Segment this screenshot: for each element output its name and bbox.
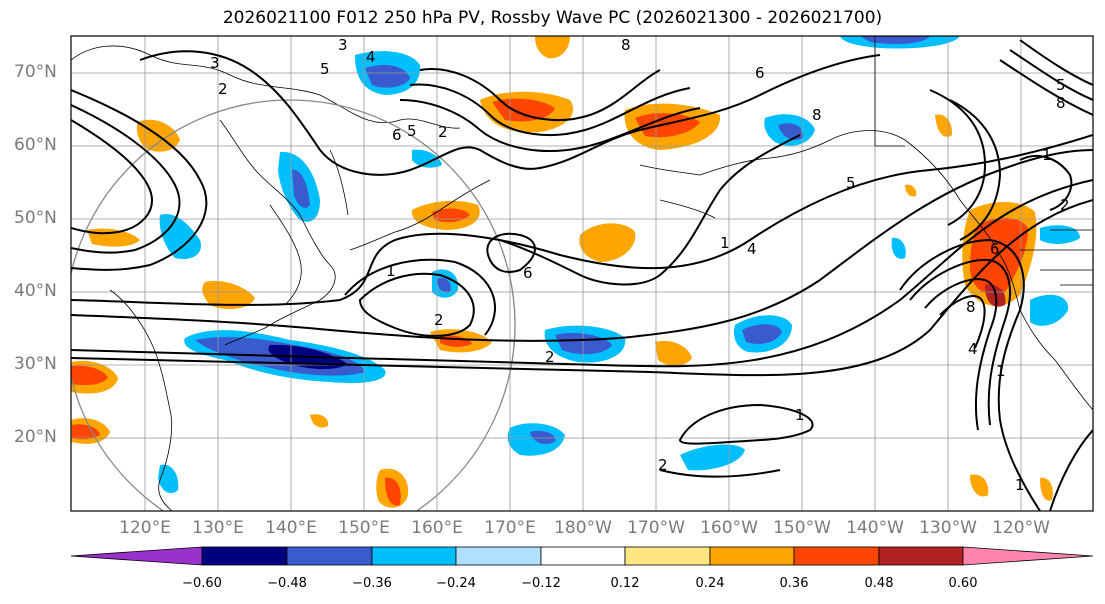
colorbar-tick: 0.48 [864, 576, 894, 591]
contour-label: 5 [320, 60, 330, 78]
contour-label: 1 [720, 234, 730, 252]
contour-label: 3 [210, 54, 220, 72]
lon-label: 120°E [119, 518, 171, 538]
contour-label: 2 [1060, 196, 1070, 214]
contour-label: 6 [990, 240, 1000, 258]
colorbar-bin [624, 546, 711, 566]
lon-label: 170°W [627, 518, 685, 538]
contour-label: 4 [747, 240, 757, 258]
lon-label: 130°E [192, 518, 244, 538]
colorbar-tick: −0.12 [521, 576, 561, 591]
colorbar-tick: −0.24 [436, 576, 476, 591]
pv-contours [71, 39, 1093, 511]
colorbar-tick: 0.36 [779, 576, 809, 591]
lon-label: 150°E [338, 518, 390, 538]
contour-label: 6 [755, 64, 765, 82]
contour-label: 5 [407, 122, 417, 140]
coastlines [71, 36, 1093, 511]
anomaly-fills [71, 36, 1080, 508]
map-frame [70, 35, 1094, 512]
colorbar-bin [371, 546, 457, 566]
contour-label: 4 [968, 340, 978, 358]
contour-label: 8 [966, 298, 976, 316]
contour-label: 2 [545, 348, 555, 366]
contour-label: 5 [846, 174, 856, 192]
lat-label: 60°N [14, 135, 57, 155]
contour-label: 1 [386, 262, 396, 280]
colorbar-tick: −0.36 [352, 576, 392, 591]
contour-label: 6 [523, 264, 533, 282]
contour-label: 1 [1042, 146, 1052, 164]
colorbar-tick: 0.24 [695, 576, 725, 591]
lat-label: 40°N [14, 281, 57, 301]
lon-label: 120°W [992, 518, 1050, 538]
lat-label: 70°N [14, 62, 57, 82]
colorbar-bin [793, 546, 880, 566]
lon-label: 140°E [265, 518, 317, 538]
colorbar-tick: 0.12 [610, 576, 640, 591]
contour-label: 2 [438, 123, 448, 141]
contour-label: 1 [795, 406, 805, 424]
lon-label: 140°W [846, 518, 904, 538]
lat-label: 20°N [14, 427, 57, 447]
colorbar-extend-low [70, 546, 203, 566]
colorbar-bin [201, 546, 288, 566]
contour-label: 1 [1015, 476, 1025, 494]
colorbar-tick: 0.60 [948, 576, 978, 591]
lon-label: 150°W [773, 518, 831, 538]
colorbar-extend-high [962, 546, 1094, 566]
lon-label: 160°E [411, 518, 463, 538]
contour-label: 1 [996, 362, 1006, 380]
contour-label: 2 [658, 456, 668, 474]
colorbar-bin [540, 546, 626, 566]
lon-label: 160°W [700, 518, 758, 538]
contour-label: 8 [1056, 94, 1066, 112]
contour-label: 2 [218, 80, 228, 98]
lon-label: 180°W [554, 518, 612, 538]
lon-label: 130°W [919, 518, 977, 538]
colorbar-bin [286, 546, 373, 566]
colorbar-tick: −0.60 [182, 576, 222, 591]
contour-label: 8 [812, 106, 822, 124]
lat-label: 30°N [14, 354, 57, 374]
reference-circle [71, 99, 516, 511]
contour-label: 3 [338, 36, 348, 54]
lat-label: 50°N [14, 208, 57, 228]
contour-label: 6 [392, 126, 402, 144]
contour-label: 2 [434, 311, 444, 329]
colorbar-bin [709, 546, 795, 566]
contour-label: 4 [366, 48, 376, 66]
contour-labels: 3 3 4 5 2 6 5 2 1 2 2 6 4 8 8 6 5 1 1 6 … [210, 36, 1070, 494]
colorbar-bin [878, 546, 964, 566]
lon-label: 170°E [484, 518, 536, 538]
map-title: 2026021100 F012 250 hPa PV, Rossby Wave … [222, 8, 883, 28]
contour-label: 8 [621, 36, 631, 54]
colorbar-tick: −0.48 [267, 576, 307, 591]
colorbar [70, 546, 1094, 566]
contour-label: 5 [1056, 76, 1066, 94]
colorbar-bin [455, 546, 542, 566]
